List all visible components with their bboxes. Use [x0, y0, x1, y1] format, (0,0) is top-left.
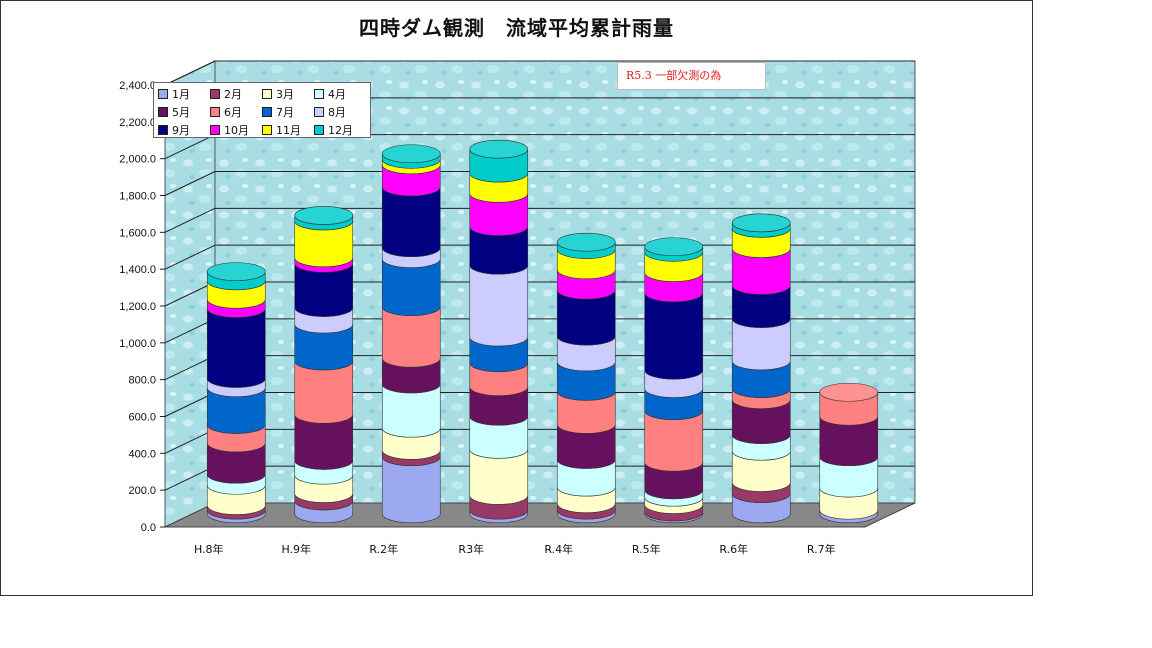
bar-stack — [381, 144, 441, 524]
gridline-side — [164, 60, 216, 86]
bar-top-cap — [294, 206, 354, 225]
legend-swatch — [314, 125, 324, 135]
y-tick-label: 2,400.0 — [119, 80, 156, 92]
bar-stack — [469, 139, 529, 524]
gridline-side — [164, 281, 216, 307]
y-tick-label: 800.0 — [128, 375, 156, 387]
y-tick-label: 2,000.0 — [119, 154, 156, 166]
y-tick-label: 1,200.0 — [119, 301, 156, 313]
x-tick-label: R.2年 — [369, 542, 398, 556]
legend-item: 11月 — [262, 121, 314, 139]
y-tick-label: 1,600.0 — [119, 227, 156, 239]
legend-label: 11月 — [276, 124, 301, 137]
legend-label: 6月 — [224, 106, 242, 119]
bar-top-cap — [381, 144, 441, 164]
gridline-side — [164, 207, 216, 233]
gridline-side — [164, 392, 216, 417]
y-tick-label: 0.0 — [141, 522, 156, 534]
legend-item: 10月 — [210, 121, 262, 139]
bar-top-cap — [644, 237, 704, 257]
y-tick-label: 600.0 — [128, 412, 156, 424]
bar-top-cap — [819, 382, 879, 402]
chart-annotation: R5.3 一部欠測の為 — [617, 62, 766, 90]
legend-item: 9月 — [158, 121, 210, 139]
legend-label: 7月 — [276, 106, 294, 119]
legend-item: 1月 — [158, 85, 210, 103]
bar-stack — [294, 206, 354, 524]
legend-label: 3月 — [276, 88, 294, 101]
legend-swatch — [314, 89, 324, 99]
gridline-side — [164, 318, 216, 344]
x-tick-label: R.4年 — [544, 542, 573, 556]
chart-legend: 1月 2月 3月 4月 5月 6月 7月 8月 9月 10月 11月 12月 — [153, 82, 371, 138]
bar-segment — [381, 186, 441, 257]
legend-swatch — [210, 125, 220, 135]
x-tick-label: H.8年 — [194, 542, 224, 556]
plot-floor — [164, 502, 916, 528]
legend-item: 5月 — [158, 103, 210, 121]
legend-swatch — [210, 89, 220, 99]
bar-segment — [644, 292, 704, 380]
y-tick-label: 400.0 — [128, 448, 156, 460]
x-tick-label: R.7年 — [807, 542, 836, 556]
y-tick-label: 1,800.0 — [119, 191, 156, 203]
bar-top-cap — [731, 213, 791, 233]
gridline-side — [164, 244, 216, 270]
bar-stack — [644, 237, 704, 524]
legend-item: 8月 — [314, 103, 366, 121]
bar-segment — [381, 456, 441, 524]
legend-swatch — [210, 107, 220, 117]
legend-item: 2月 — [210, 85, 262, 103]
legend-item: 4月 — [314, 85, 366, 103]
legend-label: 10月 — [224, 124, 249, 137]
legend-item: 3月 — [262, 85, 314, 103]
bar-top-cap — [469, 139, 529, 159]
gridline-side — [164, 171, 216, 196]
bar-stack — [556, 232, 616, 524]
legend-label: 12月 — [328, 124, 353, 137]
legend-item: 12月 — [314, 121, 366, 139]
legend-label: 4月 — [328, 88, 346, 101]
y-tick-label: 200.0 — [128, 485, 156, 497]
bar-top-cap — [556, 232, 616, 252]
legend-label: 1月 — [172, 88, 190, 101]
legend-swatch — [262, 89, 272, 99]
bar-stack — [206, 262, 266, 524]
chart-title: 四時ダム観測 流域平均累計雨量 — [359, 16, 674, 40]
legend-label: 9月 — [172, 124, 190, 137]
y-tick-label: 1,000.0 — [119, 338, 156, 350]
x-tick-label: R.5年 — [632, 542, 661, 556]
y-tick-label: 2,200.0 — [119, 117, 156, 129]
bar-segment — [469, 265, 529, 347]
bar-stack — [819, 382, 879, 524]
gridline-side — [164, 465, 216, 491]
legend-swatch — [158, 89, 168, 99]
legend-label: 2月 — [224, 88, 242, 101]
gridline-side — [164, 428, 216, 454]
gridline-side — [164, 355, 216, 381]
legend-label: 5月 — [172, 106, 190, 119]
gridline-side — [164, 134, 216, 160]
legend-item: 6月 — [210, 103, 262, 121]
bar-top-cap — [206, 262, 266, 281]
legend-swatch — [262, 107, 272, 117]
legend-label: 8月 — [328, 106, 346, 119]
legend-swatch — [158, 107, 168, 117]
legend-swatch — [158, 125, 168, 135]
legend-swatch — [314, 107, 324, 117]
bar-stack — [731, 213, 791, 524]
x-tick-label: R.6年 — [719, 542, 748, 556]
x-tick-label: H.9年 — [281, 542, 311, 556]
x-tick-label: R3年 — [458, 542, 484, 556]
legend-item: 7月 — [262, 103, 314, 121]
y-tick-label: 1,400.0 — [119, 264, 156, 276]
bar-segment — [294, 360, 354, 424]
bar-segment — [206, 308, 266, 388]
legend-swatch — [262, 125, 272, 135]
